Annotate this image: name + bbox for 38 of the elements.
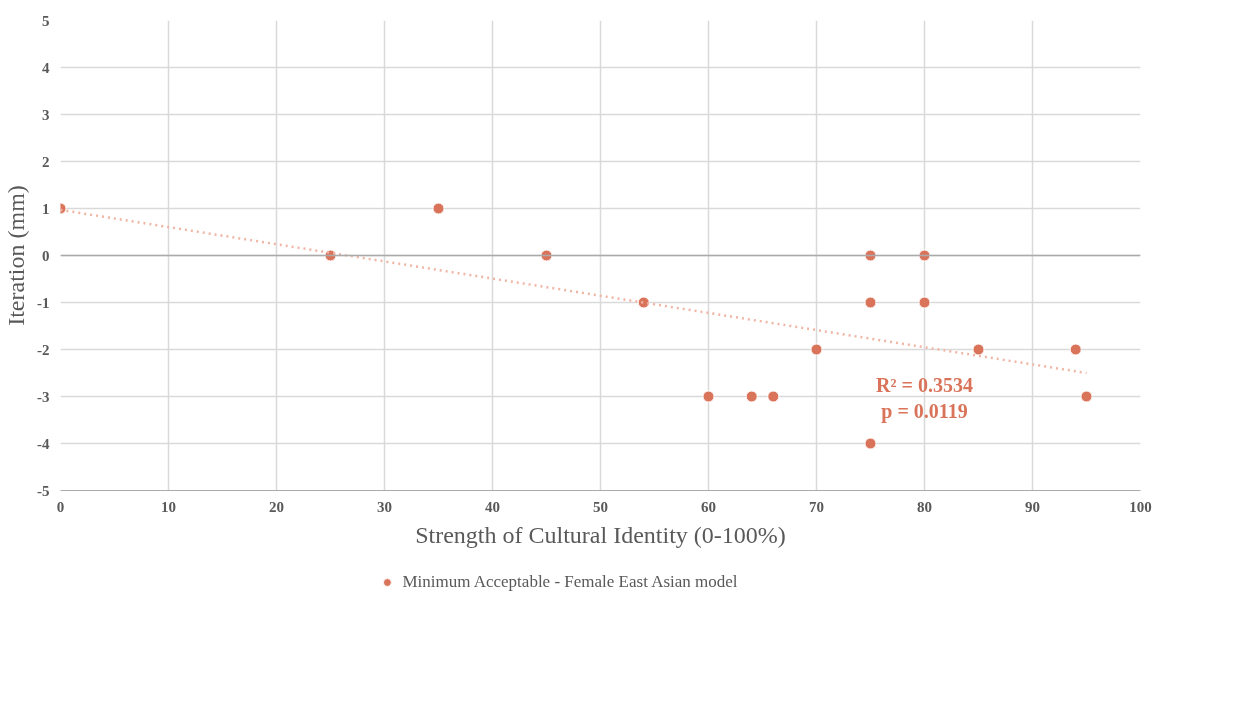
x-tick-label: 70 <box>809 498 824 515</box>
x-axis-title: Strength of Cultural Identity (0-100%) <box>415 521 786 548</box>
point <box>1069 343 1082 356</box>
point <box>918 296 931 309</box>
y-tick-label: -2 <box>37 341 50 358</box>
y-tick-label: 3 <box>42 106 50 123</box>
y-tick-label: 1 <box>42 200 50 217</box>
y-tick-label: 4 <box>42 59 50 76</box>
y-tick-label: -5 <box>37 482 50 499</box>
point <box>702 390 715 403</box>
x-tick-label: 30 <box>377 498 392 515</box>
y-tick-label: -1 <box>37 294 50 311</box>
x-tick-label: 10 <box>161 498 176 515</box>
point <box>432 202 445 215</box>
x-tick-label: 50 <box>593 498 608 515</box>
x-tick-label: 60 <box>701 498 716 515</box>
y-tick-label: -4 <box>37 435 50 452</box>
x-tick-label: 100 <box>1129 498 1152 515</box>
point <box>972 343 985 356</box>
y-tick-label: 5 <box>42 12 50 29</box>
y-tick-label: 0 <box>42 247 50 264</box>
point <box>1080 390 1093 403</box>
x-tick-label: 40 <box>485 498 500 515</box>
y-axis-title: Iteration (mm) <box>3 185 29 326</box>
point <box>864 296 877 309</box>
annotation: R² = 0.3534 <box>876 373 973 396</box>
y-tick-label: 2 <box>42 153 50 170</box>
point <box>864 437 877 450</box>
annotation: p = 0.0119 <box>881 399 968 423</box>
x-tick-label: 90 <box>1025 498 1040 515</box>
x-tick-label: 0 <box>56 498 65 515</box>
point <box>745 390 758 403</box>
legend-label: Minimum Acceptable - Female East Asian model <box>402 572 738 592</box>
x-tick-label: 20 <box>269 498 284 515</box>
y-tick-label: -3 <box>37 388 50 405</box>
point <box>767 390 780 403</box>
point <box>810 343 823 356</box>
x-tick-label: 80 <box>917 498 932 515</box>
